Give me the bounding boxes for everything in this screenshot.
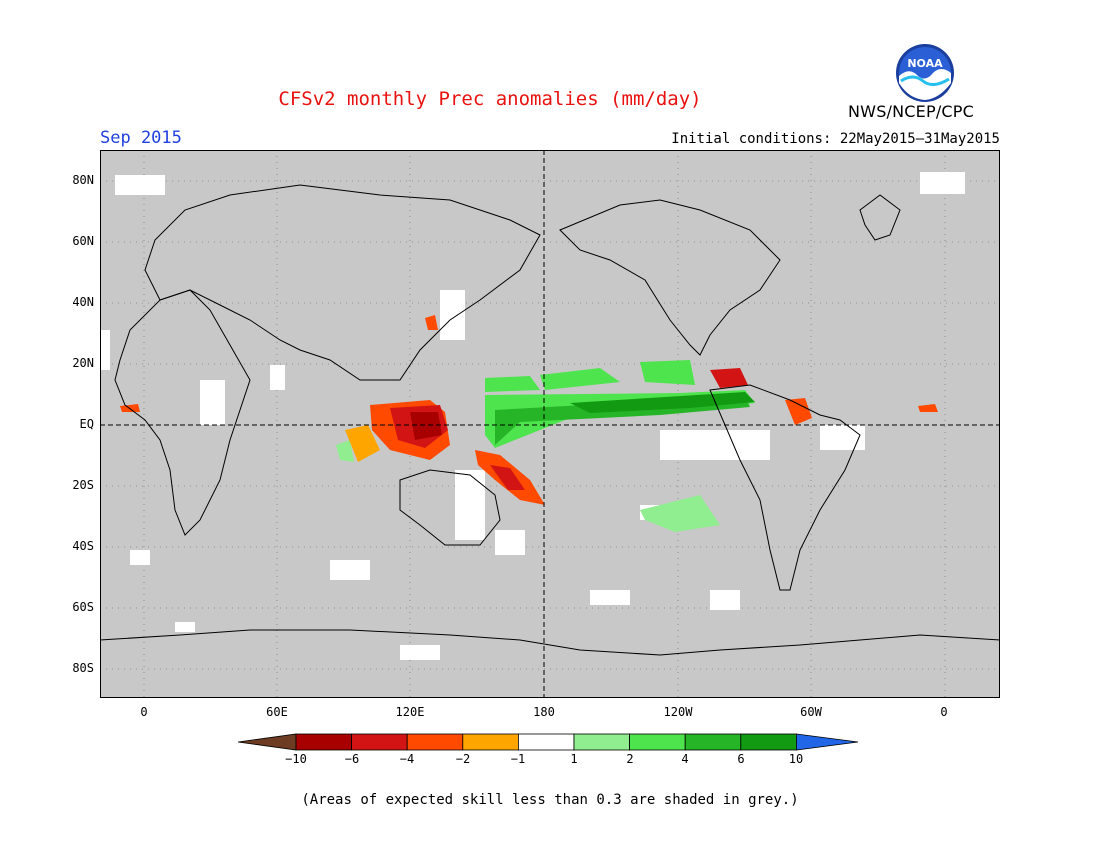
legend-arrow-right (796, 733, 859, 751)
lon-label: 0 (140, 705, 148, 719)
lat-label: 20S (72, 478, 94, 492)
legend-label: −6 (344, 752, 360, 766)
lon-label: 0 (940, 705, 948, 719)
coastlines (100, 184, 1000, 656)
lat-label: 60S (72, 600, 94, 614)
legend-label: 4 (681, 752, 689, 766)
lat-label: EQ (79, 417, 94, 431)
legend-swatch (629, 733, 686, 751)
legend-swatch (740, 733, 797, 751)
near-zero-patches (100, 172, 965, 660)
precip-anomaly-map (100, 150, 1000, 698)
initial-conditions: Initial conditions: 22May2015–31May2015 (671, 131, 1000, 147)
lon-label: 60E (266, 705, 288, 719)
legend-label: 6 (737, 752, 745, 766)
legend-swatch (684, 733, 742, 751)
lon-label: 120E (395, 705, 425, 719)
lat-label: 40N (72, 295, 94, 309)
legend-swatch (406, 733, 464, 751)
legend-swatch (351, 733, 408, 751)
legend-swatch (573, 733, 630, 751)
dry-anomaly-regions (120, 315, 938, 505)
lon-label: 180 (533, 705, 555, 719)
legend-swatch (295, 733, 352, 751)
wet-anomaly-regions (336, 360, 755, 532)
reference-lines (100, 150, 1000, 698)
skill-footnote: (Areas of expected skill less than 0.3 a… (301, 792, 799, 808)
legend-swatch (462, 733, 519, 751)
color-scale-legend (238, 733, 859, 751)
legend-label: −1 (510, 752, 526, 766)
legend-label: 10 (788, 752, 804, 766)
svg-text:NOAA: NOAA (907, 57, 943, 70)
legend-label: 2 (626, 752, 634, 766)
lat-label: 20N (72, 356, 94, 370)
lon-label: 120W (663, 705, 693, 719)
lat-label: 80S (72, 661, 94, 675)
lat-label: 80N (72, 173, 94, 187)
legend-swatch (517, 733, 575, 751)
legend-label: −4 (399, 752, 415, 766)
lat-label: 40S (72, 539, 94, 553)
legend-label: 1 (570, 752, 578, 766)
chart-title: CFSv2 monthly Prec anomalies (mm/day) (278, 88, 702, 110)
legend-label: −10 (285, 752, 307, 766)
legend-label: −2 (455, 752, 471, 766)
agency-label: NWS/NCEP/CPC (848, 102, 975, 121)
gridlines (100, 150, 1000, 698)
noaa-logo-icon: NOAA (896, 44, 954, 102)
forecast-month: Sep 2015 (100, 128, 182, 148)
legend-arrow-left (238, 733, 297, 751)
lat-label: 60N (72, 234, 94, 248)
lon-label: 60W (800, 705, 822, 719)
